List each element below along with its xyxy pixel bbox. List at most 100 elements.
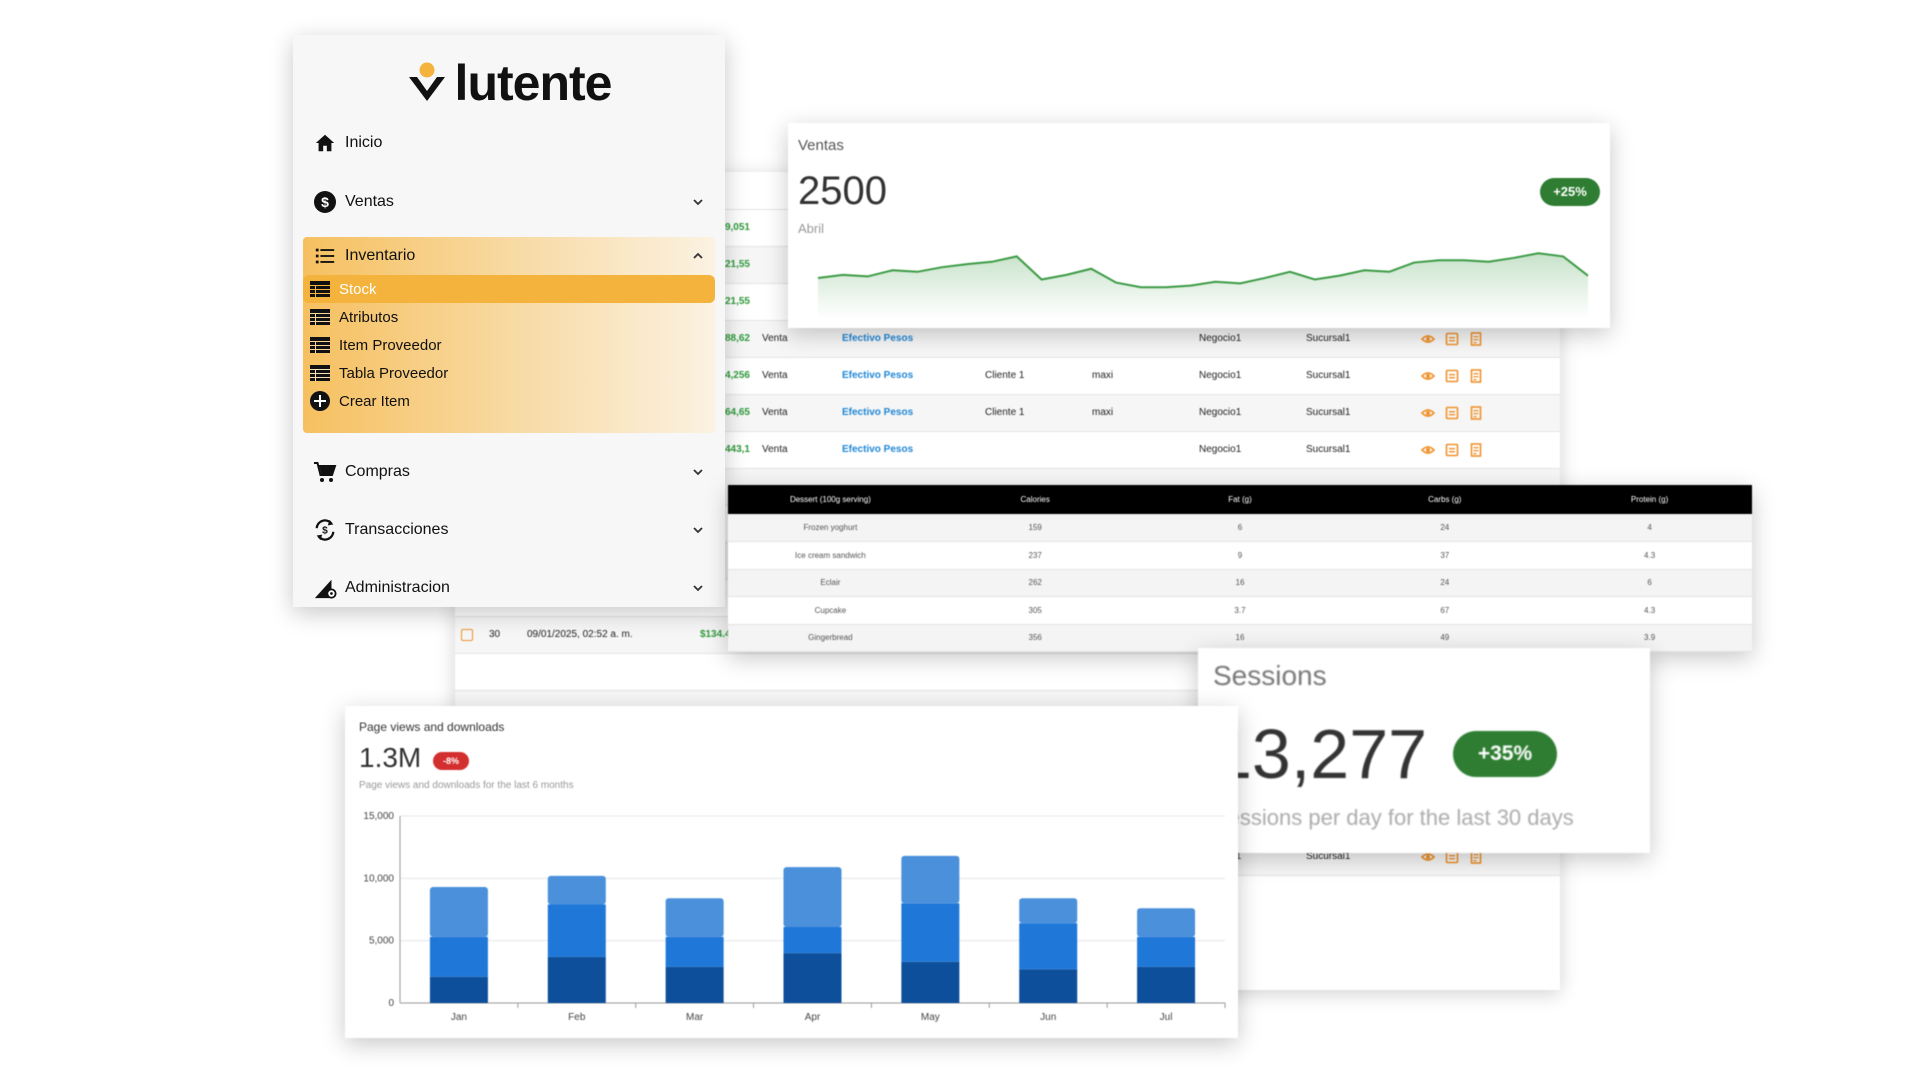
receipt-icon[interactable]: [1445, 332, 1459, 346]
bar-segment-feb-s1[interactable]: [547, 956, 606, 1003]
receipt-icon[interactable]: [1445, 406, 1459, 420]
pageviews-trend-badge: -8%: [433, 752, 469, 770]
bar-segment-mar-s2[interactable]: [665, 936, 724, 967]
bar-segment-jun-s1[interactable]: [1019, 969, 1078, 1003]
cell-business: Negocio1: [1193, 394, 1300, 432]
cell-payment[interactable]: Efectivo Pesos: [836, 357, 979, 395]
document-icon[interactable]: [1469, 331, 1483, 346]
bar-segment-apr-s1[interactable]: [783, 953, 842, 1003]
bar-segment-jan-s3[interactable]: [429, 887, 488, 937]
dessert-row: Frozen yoghurt 159 6 24 4: [728, 514, 1752, 542]
dessert-header-cell[interactable]: Protein (g): [1547, 485, 1752, 514]
bar-segment-feb-s3[interactable]: [547, 875, 606, 905]
cart-icon: [313, 460, 337, 484]
bar-segment-jul-s3[interactable]: [1137, 908, 1196, 937]
view-eye-icon[interactable]: [1420, 443, 1436, 457]
cell-client: [979, 653, 1086, 691]
sidebar-subitem-stock[interactable]: Stock: [303, 275, 715, 303]
sessions-caption: Sessions per day for the last 30 days: [1213, 805, 1574, 830]
chevron-up-icon: [693, 252, 703, 259]
bar-segment-jan-s1[interactable]: [429, 976, 488, 1003]
sidebar-subitem-tabla-proveedor[interactable]: Tabla Proveedor: [303, 359, 715, 387]
cell-type: [756, 653, 836, 691]
cell-id: 30: [483, 616, 521, 654]
sidebar-subitem-crear-item[interactable]: Crear Item: [303, 387, 715, 415]
x-tick-label: Jan: [451, 1012, 467, 1023]
sidebar-item-compras[interactable]: Compras: [303, 443, 715, 501]
bar-segment-may-s2[interactable]: [901, 903, 960, 962]
dessert-header-cell[interactable]: Fat (g): [1137, 485, 1343, 514]
dessert-cell: 49: [1342, 624, 1548, 652]
ventas-trend-badge: +25%: [1540, 178, 1600, 206]
cell-business: Negocio1: [1193, 357, 1300, 395]
cell-amount: [656, 653, 756, 691]
brand-logo[interactable]: lutente: [293, 47, 725, 119]
view-eye-icon[interactable]: [1420, 369, 1436, 383]
dessert-cell: Cupcake: [728, 596, 933, 625]
chevron-down-icon: [693, 199, 703, 206]
bar-segment-mar-s3[interactable]: [665, 898, 724, 937]
sidebar-item-administracion[interactable]: Administracion: [303, 559, 715, 607]
bar-segment-apr-s3[interactable]: [783, 867, 842, 927]
y-tick-label: 15,000: [363, 811, 394, 822]
dessert-header-cell[interactable]: Calories: [932, 485, 1138, 514]
ventas-area-chart: [817, 252, 1589, 318]
admin-settings-icon: [313, 576, 337, 600]
receipt-icon[interactable]: [1445, 443, 1459, 457]
bar-segment-mar-s1[interactable]: [665, 966, 724, 1003]
sidebar-subitem-label: Crear Item: [339, 392, 410, 410]
sidebar-subitem-item-proveedor[interactable]: Item Proveedor: [303, 331, 715, 359]
add-circle-icon: [309, 390, 331, 412]
cell-payment[interactable]: [836, 653, 979, 691]
dessert-cell: 4.3: [1547, 596, 1752, 625]
sidebar-subitem-atributos[interactable]: Atributos: [303, 303, 715, 331]
dessert-header-cell[interactable]: Dessert (100g serving): [728, 485, 933, 514]
ventas-title: Ventas: [798, 137, 844, 154]
document-icon[interactable]: [1469, 405, 1483, 420]
sidebar-item-label: Ventas: [345, 193, 394, 210]
x-tick-label: Apr: [805, 1012, 821, 1023]
cell-list: maxi: [1086, 357, 1193, 395]
ventas-card: Ventas 2500 +25% Abril: [788, 123, 1610, 328]
bar-segment-may-s1[interactable]: [901, 961, 960, 1003]
sidebar-item-label: Inicio: [345, 134, 383, 151]
row-checkbox[interactable]: [461, 628, 473, 641]
sidebar-subitem-label: Item Proveedor: [339, 336, 442, 354]
dessert-header-cell[interactable]: Carbs (g): [1342, 485, 1548, 514]
bar-segment-jun-s3[interactable]: [1019, 898, 1078, 924]
chevron-down-icon: [693, 585, 703, 592]
cell-business: Negocio1: [1193, 431, 1300, 469]
dessert-cell: 237: [932, 541, 1138, 570]
sidebar-item-ventas[interactable]: $ Ventas: [303, 167, 715, 237]
sidebar-nav: Inicio $ Ventas Inventario: [293, 119, 725, 607]
bar-segment-jan-s2[interactable]: [429, 936, 488, 977]
cell-id: [483, 653, 521, 691]
table-icon: [309, 362, 331, 384]
sidebar-item-inventario[interactable]: Inventario: [303, 237, 715, 275]
document-icon[interactable]: [1469, 368, 1483, 383]
bar-segment-jul-s1[interactable]: [1137, 966, 1196, 1003]
x-tick-label: Jul: [1160, 1012, 1173, 1023]
bar-segment-may-s3[interactable]: [901, 855, 960, 904]
sidebar-item-transacciones[interactable]: $ Transacciones: [303, 501, 715, 559]
sidebar: lutente Inicio $ Ventas Inventario: [293, 35, 725, 607]
sidebar-item-inicio[interactable]: Inicio: [303, 119, 715, 167]
view-eye-icon[interactable]: [1420, 850, 1436, 864]
bar-segment-feb-s2[interactable]: [547, 904, 606, 957]
sessions-card: Sessions 13,277 +35% Sessions per day fo…: [1198, 648, 1650, 853]
bar-segment-jun-s2[interactable]: [1019, 923, 1078, 970]
receipt-icon[interactable]: [1445, 369, 1459, 383]
sidebar-item-label: Administracion: [345, 579, 450, 596]
view-eye-icon[interactable]: [1420, 332, 1436, 346]
document-icon[interactable]: [1469, 442, 1483, 457]
sessions-trend-badge: +35%: [1453, 731, 1557, 777]
cell-payment[interactable]: Efectivo Pesos: [836, 431, 979, 469]
dessert-cell: 305: [932, 596, 1138, 625]
sidebar-item-label: Compras: [345, 463, 410, 480]
cell-type: Venta: [756, 431, 836, 469]
view-eye-icon[interactable]: [1420, 406, 1436, 420]
bar-segment-apr-s2[interactable]: [783, 926, 842, 954]
cell-list: maxi: [1086, 394, 1193, 432]
cell-payment[interactable]: Efectivo Pesos: [836, 394, 979, 432]
bar-segment-jul-s2[interactable]: [1137, 936, 1196, 967]
